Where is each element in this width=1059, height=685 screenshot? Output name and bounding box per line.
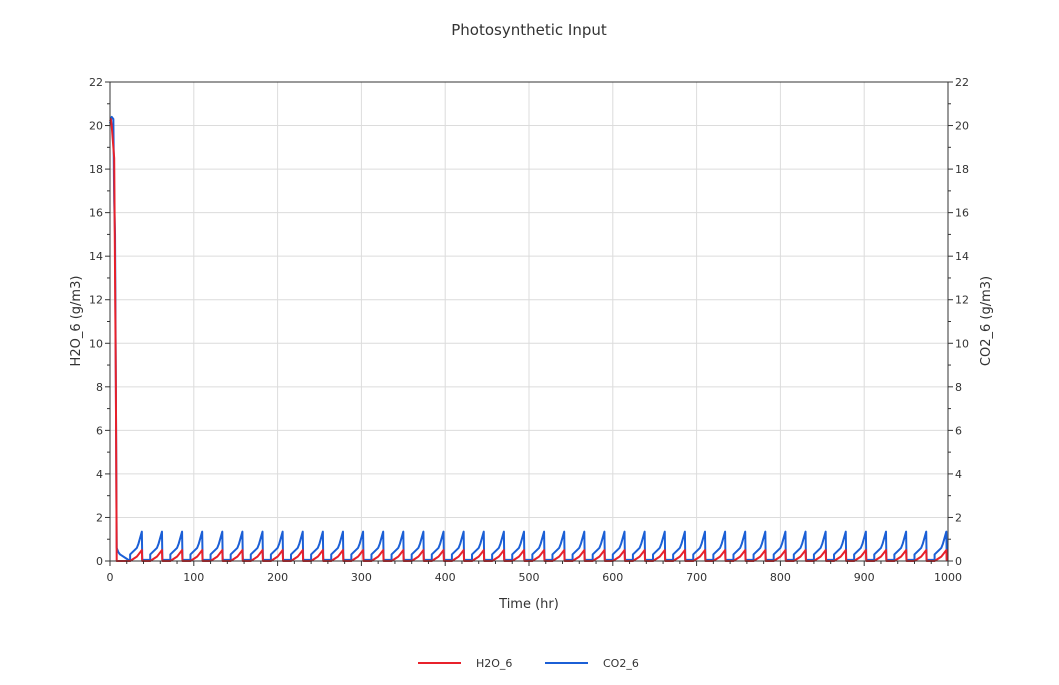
y-tick-label-right: 14 xyxy=(955,250,969,263)
y-tick-label-right: 8 xyxy=(955,381,962,394)
y-tick-label-right: 6 xyxy=(955,424,962,437)
y-axis-right-title: CO2_6 (g/m3) xyxy=(979,276,994,366)
legend-label-co2-6: CO2_6 xyxy=(603,657,639,670)
y-tick-label-right: 22 xyxy=(955,76,969,89)
y-tick-label-right: 2 xyxy=(955,511,962,524)
y-tick-label-left: 10 xyxy=(89,337,103,350)
y-tick-label-left: 0 xyxy=(96,555,103,568)
chart-title: Photosynthetic Input xyxy=(451,21,607,39)
x-tick-label: 500 xyxy=(519,571,540,584)
x-tick-label: 0 xyxy=(107,571,114,584)
x-axis-title: Time (hr) xyxy=(498,597,559,612)
series-line-h2o-6 xyxy=(109,118,948,562)
x-tick-label: 400 xyxy=(435,571,456,584)
axes xyxy=(105,81,953,566)
y-tick-label-right: 4 xyxy=(955,468,962,481)
y-tick-label-right: 12 xyxy=(955,294,969,307)
series-layer xyxy=(109,115,948,562)
y-tick-label-left: 22 xyxy=(89,76,103,89)
legend: H2O_6 CO2_6 xyxy=(418,657,639,670)
x-tick-label: 700 xyxy=(686,571,707,584)
grid-lines xyxy=(109,81,949,562)
x-tick-label: 800 xyxy=(770,571,791,584)
x-tick-label: 600 xyxy=(602,571,623,584)
x-tick-label: 200 xyxy=(267,571,288,584)
y-tick-label-left: 8 xyxy=(96,381,103,394)
x-tick-label: 300 xyxy=(351,571,372,584)
y-tick-label-right: 18 xyxy=(955,163,969,176)
y-tick-label-left: 6 xyxy=(96,424,103,437)
y-tick-label-left: 18 xyxy=(89,163,103,176)
y-tick-label-right: 16 xyxy=(955,207,969,220)
y-tick-label-left: 14 xyxy=(89,250,103,263)
y-axis-left-title: H2O_6 (g/m3) xyxy=(69,276,84,367)
y-tick-label-right: 20 xyxy=(955,120,969,133)
series-line-co2-6 xyxy=(109,115,948,562)
x-tick-label: 900 xyxy=(854,571,875,584)
y-tick-label-right: 10 xyxy=(955,337,969,350)
y-tick-label-left: 16 xyxy=(89,207,103,220)
y-tick-label-left: 12 xyxy=(89,294,103,307)
x-tick-label: 1000 xyxy=(934,571,962,584)
y-tick-label-left: 2 xyxy=(96,511,103,524)
y-tick-label-right: 0 xyxy=(955,555,962,568)
x-tick-label: 100 xyxy=(183,571,204,584)
legend-label-h2o-6: H2O_6 xyxy=(476,657,512,670)
y-tick-label-left: 20 xyxy=(89,120,103,133)
y-tick-label-left: 4 xyxy=(96,468,103,481)
